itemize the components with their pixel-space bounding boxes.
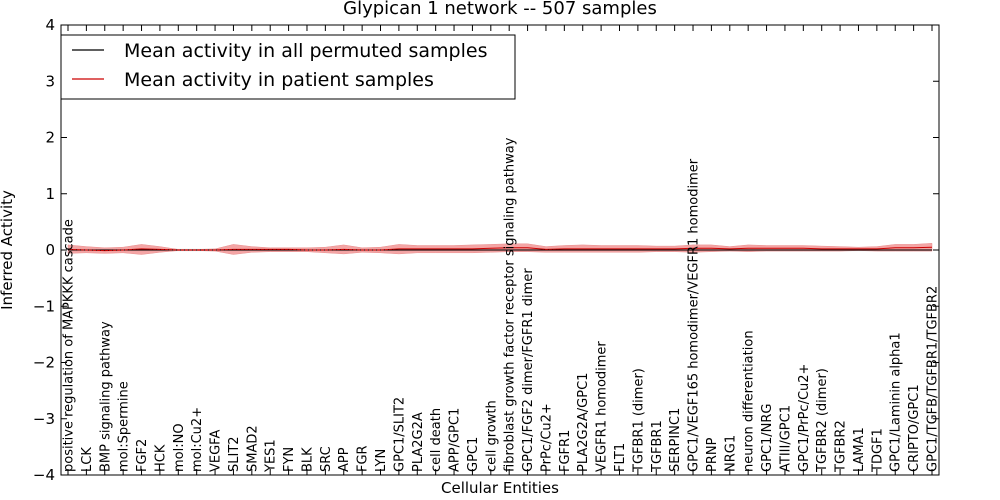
x-tick-label: TGFBR1 <box>650 420 665 473</box>
y-tick-label: 4 <box>45 16 55 34</box>
x-tick-label: BMP signaling pathway <box>98 321 113 472</box>
x-tick-label: TGFBR1 (dimer) <box>631 368 646 473</box>
x-tick-label: PRNP <box>705 437 720 472</box>
x-tick-label: TDGF1 <box>870 428 885 473</box>
x-tick-label: VEGFR1 homodimer <box>595 341 610 472</box>
x-tick-label: FGR <box>356 445 371 472</box>
x-tick-label: TGFBR2 <box>834 420 849 473</box>
x-tick-label: HCK <box>153 444 168 472</box>
x-tick-label: SERPINC1 <box>668 408 683 472</box>
x-tick-label: fibroblast growth factor receptor signal… <box>503 137 518 472</box>
x-tick-label: BLK <box>301 447 316 472</box>
legend: Mean activity in all permuted samples Me… <box>60 34 516 100</box>
x-tick-label: LCK <box>80 447 95 472</box>
x-tick-label: mol:Cu2+ <box>190 407 205 472</box>
plot-frame <box>60 24 940 476</box>
x-tick-label: TGFBR2 (dimer) <box>815 368 830 473</box>
x-tick-label: APP <box>337 447 352 472</box>
x-tick-label: PrPc/Cu2+ <box>540 403 555 472</box>
x-tick-label: NRG1 <box>723 435 738 472</box>
x-tick-label: FGF2 <box>135 439 150 472</box>
y-tick-label: −4 <box>33 466 55 484</box>
x-tick-label: LYN <box>374 449 389 472</box>
y-tick-label: 2 <box>45 129 55 147</box>
x-tick-label: GPC1/TGFB/TGFBR1/TGFBR2 <box>926 286 941 472</box>
x-tick-label: GPC1/Laminin alpha1 <box>889 332 904 472</box>
x-tick-label: neuron differentiation <box>742 330 757 472</box>
y-axis-label: Inferred Activity <box>0 190 16 310</box>
x-tick-label: GPC1/FGF2 dimer/FGFR1 dimer <box>521 268 536 472</box>
x-tick-label: positive regulation of MAPKKK cascade <box>62 219 77 472</box>
x-tick-label: PLA2G2A <box>411 412 426 472</box>
x-tick-label: VEGFA <box>209 430 224 472</box>
x-tick-label: FLT1 <box>613 443 628 472</box>
x-tick-label: mol:Spermine <box>117 381 132 472</box>
x-tick-label: GPC1/NRG <box>760 404 775 472</box>
legend-label-patient: Mean activity in patient samples <box>124 69 434 91</box>
x-axis-label: Cellular Entities <box>441 479 559 497</box>
y-tick-label: 3 <box>45 72 55 90</box>
legend-label-permuted: Mean activity in all permuted samples <box>124 40 487 62</box>
y-tick-label: 0 <box>45 241 55 259</box>
x-tick-label: cell growth <box>484 400 499 472</box>
x-tick-label: FGFR1 <box>558 430 573 472</box>
y-tick-label: −1 <box>33 297 55 315</box>
x-tick-label: GPC1/VEGF165 homodimer/VEGFR1 homodimer <box>687 158 702 472</box>
y-tick-label: 1 <box>45 185 55 203</box>
x-tick-label: cell death <box>429 408 444 472</box>
x-tick-label: FYN <box>282 447 297 472</box>
x-tick-label: GPC1 <box>466 437 481 472</box>
x-tick-label: YES1 <box>264 439 279 473</box>
x-tick-label: APP/GPC1 <box>448 408 463 472</box>
x-tick-label: ATIII/GPC1 <box>778 405 793 472</box>
x-tick-label: LAMA1 <box>852 427 867 472</box>
x-tick-label: GPC1/SLIT2 <box>392 397 407 472</box>
x-tick-label: SLIT2 <box>227 436 242 472</box>
y-tick-label: −3 <box>33 410 55 428</box>
x-tick-label: mol:NO <box>172 423 187 472</box>
patient-band <box>67 243 933 255</box>
x-tick-label: GPC1/PrPc/Cu2+ <box>797 364 812 472</box>
legend-box <box>60 34 516 100</box>
x-tick-label: SRC <box>319 446 334 472</box>
x-tick-label: CRIPTO/GPC1 <box>907 384 922 472</box>
x-tick-label: PLA2G2A/GPC1 <box>576 373 591 472</box>
chart-title: Glypican 1 network -- 507 samples <box>343 0 657 19</box>
x-tick-label: SMAD2 <box>245 425 260 472</box>
y-tick-label: −2 <box>33 354 55 372</box>
